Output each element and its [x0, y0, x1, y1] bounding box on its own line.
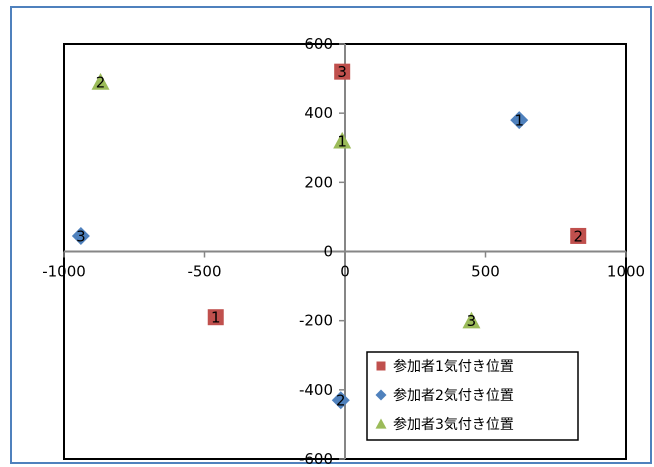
point-label: 2 [96, 74, 106, 92]
series3-point [333, 131, 352, 149]
y-tick-label: -600 [299, 450, 333, 467]
x-tick-label: 0 [340, 263, 350, 281]
x-tick-label: -500 [187, 263, 221, 281]
legend-marker [375, 389, 387, 401]
series1-point [334, 63, 351, 80]
point-label: 1 [337, 132, 347, 150]
legend-label: 参加者3気付き位置 [393, 416, 514, 433]
series2-point [510, 111, 529, 130]
point-label: 2 [573, 227, 583, 245]
x-tick-label: 1000 [607, 263, 645, 281]
legend-label: 参加者2気付き位置 [393, 387, 514, 404]
point-label: 3 [337, 63, 347, 81]
series2-point [331, 391, 350, 410]
point-label: 1 [211, 309, 221, 327]
point-label: 2 [336, 392, 346, 410]
y-tick-label: 600 [304, 35, 333, 53]
y-tick-label: 0 [323, 243, 333, 261]
series2-point [71, 226, 90, 245]
y-tick-label: 200 [304, 173, 333, 191]
point-label: 3 [76, 227, 86, 245]
x-tick-label: -1000 [42, 263, 86, 281]
y-tick-label: -200 [299, 312, 333, 330]
y-tick-label: 400 [304, 104, 333, 122]
point-label: 3 [467, 312, 477, 330]
y-tick-label: -400 [299, 381, 333, 399]
x-tick-label: 500 [471, 263, 500, 281]
legend-marker [376, 361, 386, 371]
legend [366, 351, 579, 441]
legend-marker [375, 418, 387, 429]
legend-label: 参加者1気付き位置 [393, 358, 514, 375]
series3-point [91, 73, 110, 90]
point-label: 1 [514, 112, 524, 130]
series1-point [570, 227, 587, 244]
series1-point [207, 309, 224, 326]
series3-point [462, 311, 481, 329]
